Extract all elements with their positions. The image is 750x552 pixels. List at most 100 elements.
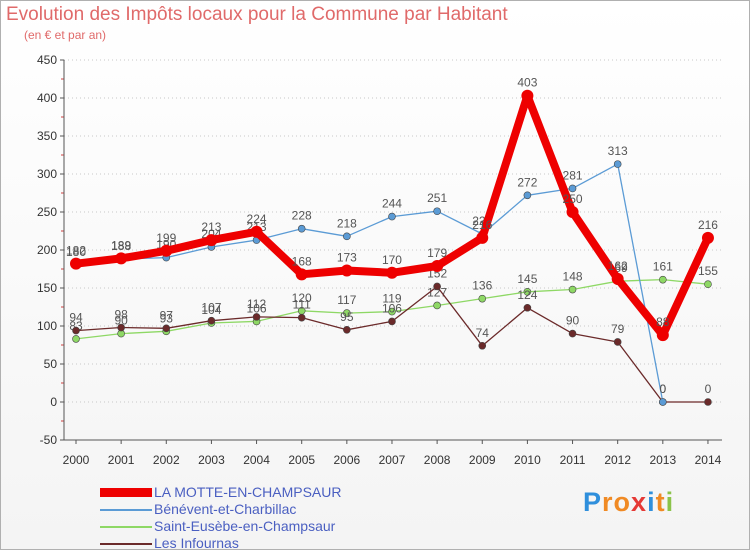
- legend-swatch-infournas: [100, 543, 152, 545]
- data-label: 0: [705, 382, 712, 396]
- x-tick-label: 2000: [63, 453, 90, 467]
- data-label: 107: [201, 301, 221, 315]
- data-point: [704, 280, 712, 289]
- x-tick-label: 2003: [198, 453, 225, 467]
- data-point: [433, 282, 441, 291]
- data-label: 0: [659, 382, 666, 396]
- x-tick-label: 2013: [649, 453, 676, 467]
- y-tick-label: 50: [44, 357, 58, 371]
- data-label: 281: [563, 168, 583, 182]
- chart-subtitle: (en € et par an): [24, 28, 107, 42]
- data-label: 168: [292, 254, 312, 268]
- data-point: [162, 324, 171, 333]
- x-tick-label: 2001: [108, 453, 135, 467]
- data-point: [297, 313, 306, 322]
- data-label: 213: [201, 220, 221, 234]
- data-point: [388, 212, 396, 221]
- data-label: 112: [247, 297, 266, 311]
- data-label: 106: [247, 301, 267, 315]
- data-point: [659, 398, 667, 406]
- legend-swatch-benevent: [100, 509, 152, 511]
- y-tick-label: 400: [37, 91, 57, 105]
- y-tick-label: 100: [37, 319, 57, 333]
- data-label: 106: [382, 301, 402, 315]
- data-point: [343, 232, 351, 241]
- chart-title: Evolution des Impôts locaux pour la Comm…: [6, 4, 508, 25]
- logo-letter: P: [583, 487, 603, 517]
- data-point: [297, 224, 306, 233]
- x-tick-label: 2011: [560, 453, 586, 467]
- x-tick-label: 2007: [379, 453, 406, 467]
- data-label: 104: [201, 303, 221, 317]
- data-point: [295, 268, 308, 281]
- data-label: 98: [114, 308, 128, 322]
- y-tick-label: 250: [37, 205, 57, 219]
- data-label: 218: [337, 216, 357, 230]
- legend-swatch-la-motte: [100, 488, 152, 497]
- data-point: [613, 160, 622, 168]
- legend-label-saint-eusebe: Saint-Eusèbe-en-Champsaur: [154, 518, 336, 534]
- data-point: [207, 316, 216, 325]
- data-point: [704, 398, 712, 406]
- data-point: [117, 323, 125, 332]
- data-label: 155: [698, 264, 718, 278]
- y-tick-label: 350: [37, 129, 57, 143]
- data-point: [250, 225, 263, 238]
- logo-letter: x: [631, 487, 648, 517]
- data-label: 188: [111, 239, 131, 253]
- x-tick-label: 2014: [695, 453, 722, 467]
- data-label: 180: [66, 245, 86, 259]
- data-point: [388, 317, 396, 326]
- data-point: [701, 231, 714, 244]
- data-point: [72, 326, 80, 335]
- x-tick-label: 2010: [514, 453, 541, 467]
- logo-letter: i: [647, 487, 656, 517]
- data-point: [433, 301, 441, 310]
- data-point: [160, 244, 173, 257]
- data-point: [523, 191, 532, 200]
- data-point: [343, 309, 351, 317]
- data-point: [205, 234, 218, 247]
- data-point: [523, 287, 532, 296]
- data-point: [659, 275, 667, 284]
- data-point: [568, 329, 577, 338]
- legend-label-la-motte: LA MOTTE-EN-CHAMPSAUR: [154, 484, 342, 500]
- data-label: 111: [293, 298, 312, 312]
- legend-swatch-saint-eusebe: [100, 526, 152, 528]
- data-point: [476, 231, 489, 244]
- data-label: 250: [563, 192, 583, 206]
- data-point: [72, 335, 80, 343]
- data-label: 136: [472, 279, 492, 293]
- data-label: 93: [160, 311, 174, 325]
- x-tick-label: 2006: [333, 453, 360, 467]
- data-label: 161: [653, 260, 673, 274]
- data-label: 162: [608, 259, 628, 273]
- data-label: 145: [517, 272, 537, 286]
- data-point: [252, 313, 261, 321]
- data-label: 179: [427, 246, 447, 260]
- data-point: [431, 259, 444, 272]
- data-point: [433, 207, 441, 216]
- data-label: 95: [340, 310, 354, 324]
- data-label: 127: [427, 285, 447, 299]
- data-label: 173: [337, 251, 357, 265]
- data-label: 313: [608, 144, 628, 158]
- data-label: 79: [611, 322, 625, 336]
- data-label: 199: [156, 231, 176, 245]
- data-label: 88: [656, 315, 670, 329]
- x-tick-label: 2002: [153, 453, 180, 467]
- y-tick-label: -50: [40, 433, 58, 447]
- data-point: [656, 329, 669, 342]
- data-label: 216: [472, 218, 492, 232]
- data-label: 90: [566, 314, 580, 328]
- data-label: 97: [160, 308, 174, 322]
- data-label: 216: [698, 218, 718, 232]
- y-tick-label: 150: [37, 281, 57, 295]
- data-label: 272: [517, 175, 537, 189]
- data-point: [613, 338, 622, 346]
- x-tick-label: 2004: [243, 453, 270, 467]
- logo-letter: o: [613, 487, 632, 517]
- data-point: [340, 264, 353, 277]
- data-label: 251: [427, 191, 447, 205]
- data-point: [70, 257, 82, 270]
